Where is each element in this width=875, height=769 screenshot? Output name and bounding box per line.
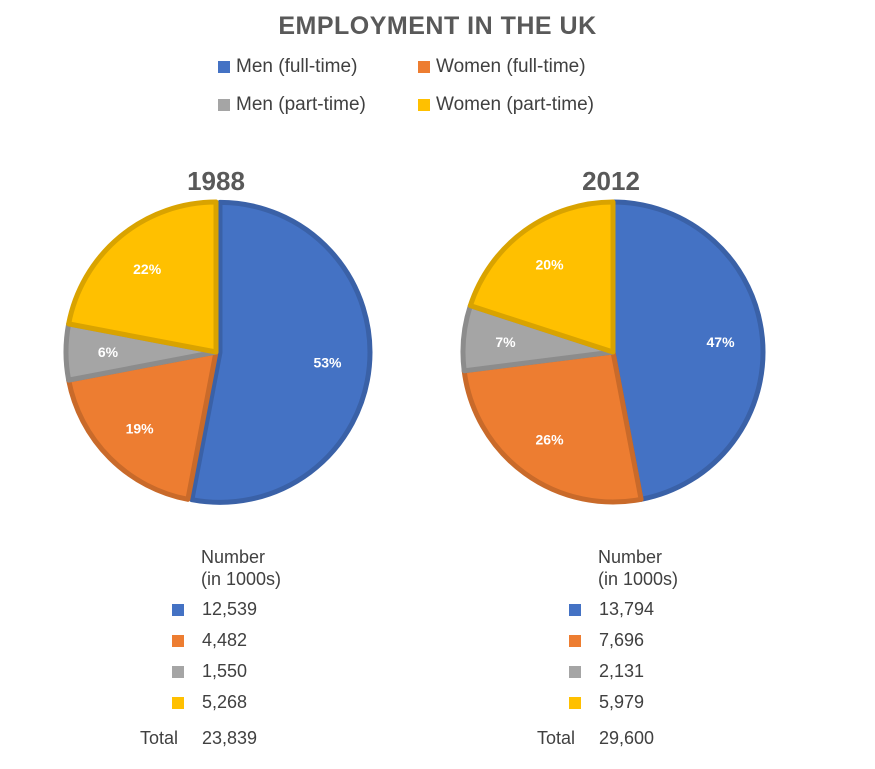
number-row-swatch <box>569 696 581 709</box>
pie-slice-women-full-time <box>66 349 219 502</box>
pie-data-label: 53% <box>313 355 342 371</box>
number-row: 7,696 <box>569 630 644 651</box>
pie-slice-women-full-time <box>461 349 644 505</box>
number-row-value: 7,696 <box>599 630 645 650</box>
total-row-2012: Total 29,600 <box>537 728 654 749</box>
total-label: Total <box>140 728 179 748</box>
legend-swatch <box>218 61 230 73</box>
pie-chart-2012: 47% 26% 7% 20% <box>460 199 766 505</box>
number-row: 13,794 <box>569 599 654 620</box>
number-header-2012: Number (in 1000s) <box>598 546 678 590</box>
number-header-unit: (in 1000s) <box>201 569 282 589</box>
pie-data-label: 26% <box>536 431 565 447</box>
pie-data-label: 22% <box>133 261 162 277</box>
legend-swatch <box>418 99 430 111</box>
number-row-swatch <box>172 603 184 616</box>
legend-swatch <box>418 61 430 73</box>
number-row-value: 1,550 <box>202 661 248 681</box>
number-row-value: 4,482 <box>202 630 248 650</box>
number-row: 1,550 <box>172 661 247 682</box>
pie-data-label: 47% <box>707 334 736 350</box>
legend-label: Women (full-time) <box>436 56 586 77</box>
number-header-unit: (in 1000s) <box>598 569 679 589</box>
pie-slice-women-part-time <box>66 199 219 355</box>
pie-data-label: 7% <box>495 334 516 350</box>
total-value: 29,600 <box>599 728 655 748</box>
number-row-swatch <box>569 603 581 616</box>
number-row-value: 13,794 <box>599 599 655 619</box>
number-row-swatch <box>569 634 581 647</box>
number-header-line: Number <box>598 547 663 567</box>
number-row-value: 2,131 <box>599 661 645 681</box>
pie-slice-women-part-time <box>467 199 616 355</box>
number-header-1988: Number (in 1000s) <box>201 546 281 590</box>
legend-swatch <box>218 99 230 111</box>
number-row: 4,482 <box>172 630 247 651</box>
number-row: 12,539 <box>172 599 257 620</box>
number-row-swatch <box>569 665 581 678</box>
legend-item-men-part-time: Men (part-time) <box>218 94 366 116</box>
pie-data-label: 19% <box>126 420 155 436</box>
total-value: 23,839 <box>202 728 258 748</box>
legend-item-women-full-time: Women (full-time) <box>418 56 586 78</box>
pie-slice-men-full-time <box>189 199 373 505</box>
pie-chart-1988: 53% 19% 6% 22% <box>63 199 373 505</box>
legend-label: Women (part-time) <box>436 94 595 115</box>
total-label: Total <box>537 728 576 748</box>
pie-title-1988: 1988 <box>187 166 245 196</box>
legend-item-men-full-time: Men (full-time) <box>218 56 357 78</box>
number-row-swatch <box>172 634 184 647</box>
number-row-value: 12,539 <box>202 599 258 619</box>
number-row-value: 5,268 <box>202 692 248 712</box>
number-row: 2,131 <box>569 661 644 682</box>
total-row-1988: Total 23,839 <box>140 728 257 749</box>
legend-item-women-part-time: Women (part-time) <box>418 94 594 116</box>
legend-label: Men (full-time) <box>236 56 358 77</box>
chart-title: EMPLOYMENT IN THE UK <box>278 12 597 40</box>
number-row-value: 5,979 <box>599 692 645 712</box>
number-row-swatch <box>172 665 184 678</box>
pie-data-label: 20% <box>536 257 565 273</box>
number-header-line: Number <box>201 547 266 567</box>
legend: Men (full-time) Women (full-time) Men (p… <box>218 52 658 132</box>
number-row: 5,268 <box>172 692 247 713</box>
legend-label: Men (part-time) <box>236 94 366 115</box>
pie-slice-men-full-time <box>610 199 766 502</box>
number-row: 5,979 <box>569 692 644 713</box>
pie-title-2012: 2012 <box>582 166 640 196</box>
pie-data-label: 6% <box>98 344 119 360</box>
number-row-swatch <box>172 696 184 709</box>
